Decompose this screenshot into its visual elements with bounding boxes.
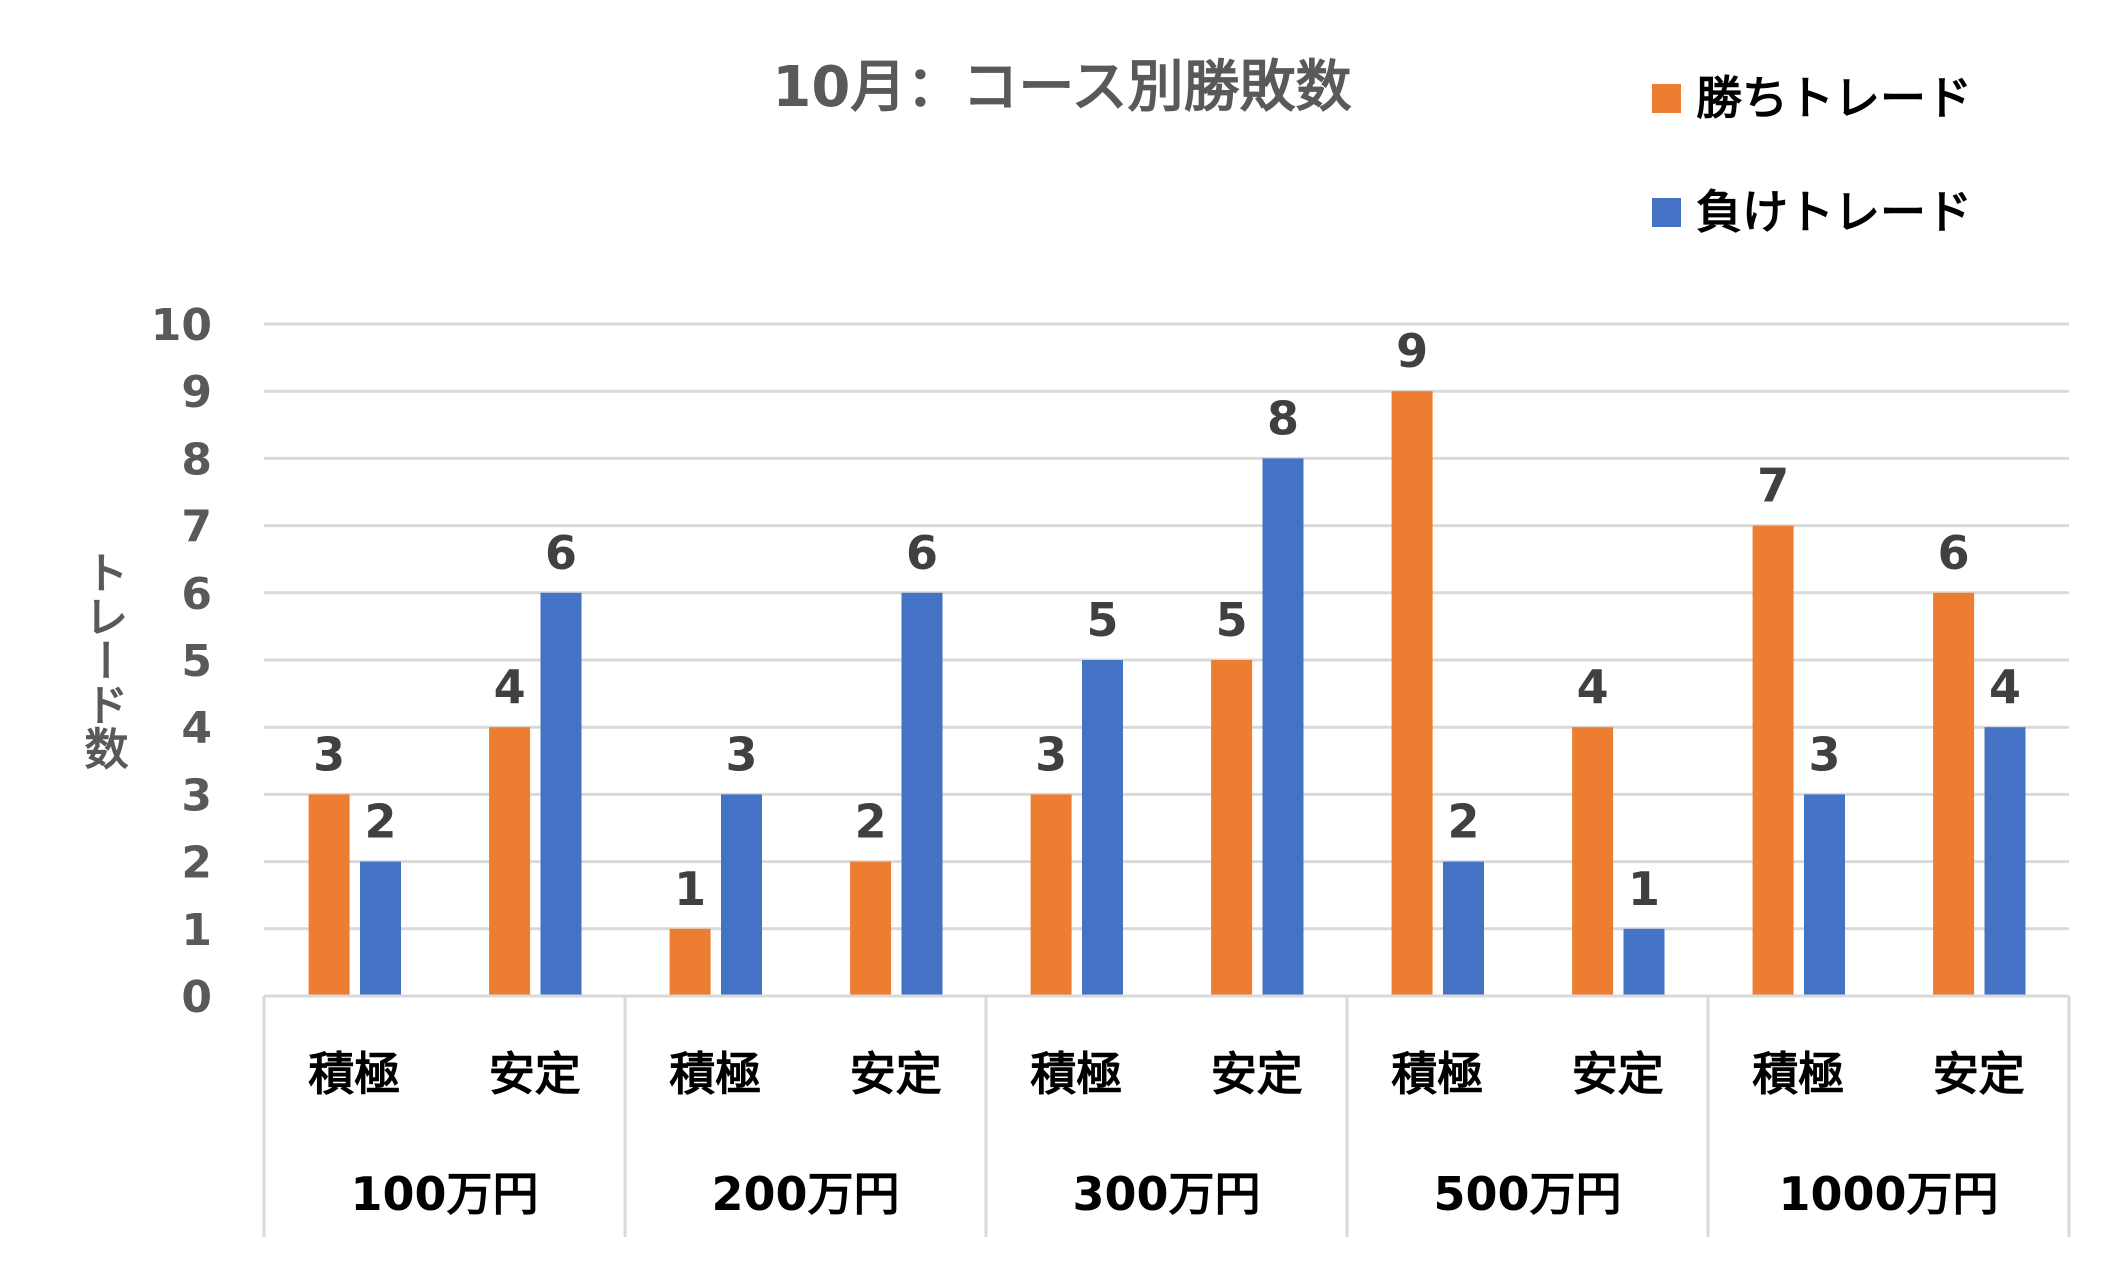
category-label: 積極 xyxy=(1752,1047,1844,1101)
y-tick-label: 1 xyxy=(181,905,212,956)
y-tick-label: 6 xyxy=(181,569,212,620)
y-tick-label: 8 xyxy=(181,434,212,485)
data-label: 8 xyxy=(1267,391,1299,445)
legend-swatch xyxy=(1652,198,1681,227)
data-label: 3 xyxy=(313,727,345,781)
legend-label: 負けトレード xyxy=(1696,185,1972,239)
data-label: 4 xyxy=(1989,660,2021,714)
y-tick-label: 2 xyxy=(181,838,212,889)
data-label: 6 xyxy=(545,526,577,580)
y-tick-label: 5 xyxy=(181,636,212,687)
data-label: 3 xyxy=(725,727,757,781)
category-label: 積極 xyxy=(308,1047,400,1101)
y-tick-label: 7 xyxy=(181,502,212,553)
category-label: 安定 xyxy=(850,1047,942,1101)
data-label: 2 xyxy=(1447,795,1479,849)
bar-win xyxy=(850,861,892,996)
data-label: 2 xyxy=(855,795,887,849)
data-label: 1 xyxy=(1628,862,1660,916)
chart-title: 10月：コース別勝敗数 xyxy=(772,55,1351,120)
legend-label: 勝ちトレード xyxy=(1696,71,1972,125)
data-label: 3 xyxy=(1035,727,1067,781)
bar-win xyxy=(308,794,350,996)
y-tick-label: 10 xyxy=(151,300,212,351)
group-label: 200万円 xyxy=(711,1167,899,1221)
category-label: 安定 xyxy=(1933,1047,2025,1101)
bar-loss xyxy=(1984,727,2026,996)
data-label: 6 xyxy=(1938,526,1970,580)
y-tick-label: 9 xyxy=(181,367,212,418)
data-label: 2 xyxy=(364,795,396,849)
bar-loss xyxy=(360,861,401,996)
group-label: 1000万円 xyxy=(1778,1167,1998,1221)
data-label: 1 xyxy=(674,862,706,916)
category-label: 安定 xyxy=(1211,1047,1303,1101)
bar-win xyxy=(489,727,531,996)
group-label: 100万円 xyxy=(350,1167,538,1221)
bar-loss xyxy=(721,794,762,996)
data-label: 7 xyxy=(1757,459,1789,513)
bar-loss xyxy=(1804,794,1845,996)
category-label: 積極 xyxy=(669,1047,761,1101)
y-tick-label: 3 xyxy=(181,770,212,821)
data-label: 5 xyxy=(1216,593,1248,647)
group-label: 500万円 xyxy=(1433,1167,1621,1221)
category-label: 安定 xyxy=(1572,1047,1664,1101)
bar-win xyxy=(1752,525,1794,996)
bar-loss xyxy=(901,592,943,996)
category-label: 積極 xyxy=(1391,1047,1483,1101)
legend-swatch xyxy=(1652,84,1681,113)
bar-loss xyxy=(540,592,582,996)
y-tick-label: 4 xyxy=(181,703,212,754)
bar-loss xyxy=(1262,458,1304,996)
group-label: 300万円 xyxy=(1072,1167,1260,1221)
bar-loss xyxy=(1623,928,1665,996)
bar-win xyxy=(1572,727,1614,996)
bar-loss xyxy=(1443,861,1484,996)
bar-loss xyxy=(1082,660,1123,996)
data-label: 4 xyxy=(494,660,526,714)
category-label: 安定 xyxy=(489,1047,581,1101)
bar-win xyxy=(669,928,711,996)
data-label: 5 xyxy=(1086,593,1118,647)
bar-win xyxy=(1030,794,1072,996)
bar-win xyxy=(1211,660,1253,996)
y-axis-title: トレード数 xyxy=(77,550,129,770)
bar-win xyxy=(1391,391,1433,996)
y-tick-label: 0 xyxy=(181,972,212,1023)
data-label: 4 xyxy=(1577,660,1609,714)
data-label: 9 xyxy=(1396,324,1428,378)
category-label: 積極 xyxy=(1030,1047,1122,1101)
bar-win xyxy=(1933,592,1975,996)
data-label: 6 xyxy=(906,526,938,580)
data-label: 3 xyxy=(1808,727,1840,781)
